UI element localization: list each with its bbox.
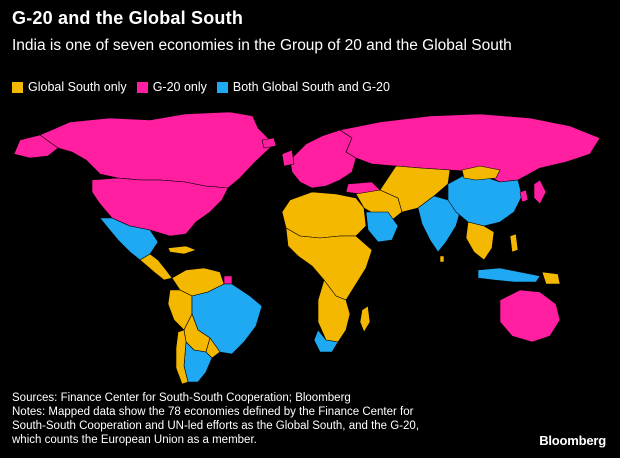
legend-label-g20-only: G-20 only (152, 80, 207, 94)
region-uruguay (205, 337, 221, 359)
region-iran-central-asia (379, 165, 451, 213)
region-french-guiana (223, 275, 233, 285)
region-north-africa (281, 191, 367, 239)
region-uk (281, 149, 295, 167)
region-caribbean (167, 245, 197, 255)
region-southern-africa (317, 279, 351, 343)
world-map (13, 105, 601, 385)
region-saudi-arabia (365, 211, 399, 243)
page-subtitle: India is one of seven economies in the G… (12, 37, 512, 54)
region-indonesia (477, 267, 541, 283)
region-sri-lanka (439, 255, 445, 263)
region-usa (91, 177, 229, 237)
sources-notes: Sources: Finance Center for South-South … (12, 391, 419, 447)
region-china (447, 171, 523, 227)
region-central-africa (285, 227, 373, 301)
legend-item-g20-only: G-20 only (136, 80, 207, 94)
legend-item-both: Both Global South and G-20 (216, 80, 390, 94)
legend-item-global-south-only: Global South only (12, 80, 127, 94)
notes-line-3: which counts the European Union as a mem… (12, 434, 257, 446)
legend-swatch-g20-only (136, 81, 148, 93)
region-alaska (13, 134, 59, 159)
notes-line-2: South-South Cooperation and UN-led effor… (12, 420, 420, 432)
legend-label-both: Both Global South and G-20 (232, 80, 390, 94)
region-europe (289, 129, 357, 189)
notes-line-1: Notes: Mapped data show the 78 economies… (12, 406, 414, 418)
legend-swatch-global-south-only (12, 81, 23, 93)
bloomberg-logo: Bloomberg (539, 433, 606, 448)
region-central-america (139, 253, 173, 281)
region-australia (499, 289, 561, 343)
region-greenland (249, 105, 321, 143)
legend-label-global-south-only: Global South only (28, 80, 127, 94)
legend: Global South only G-20 only Both Global … (12, 80, 400, 94)
region-india (417, 195, 461, 253)
region-mongolia (461, 165, 501, 181)
sources-line: Sources: Finance Center for South-South … (12, 392, 351, 404)
region-philippines (509, 233, 519, 253)
region-southeast-asia (465, 221, 495, 261)
region-papua (541, 271, 561, 285)
region-madagascar (359, 305, 371, 333)
region-japan (533, 179, 547, 205)
region-korea (519, 189, 529, 203)
region-chile (175, 329, 189, 385)
region-new-zealand (569, 335, 581, 351)
region-south-africa (313, 329, 339, 353)
page-title: G-20 and the Global South (12, 8, 244, 28)
legend-swatch-both (216, 81, 228, 93)
region-iceland (261, 137, 277, 149)
region-canada (39, 111, 286, 189)
